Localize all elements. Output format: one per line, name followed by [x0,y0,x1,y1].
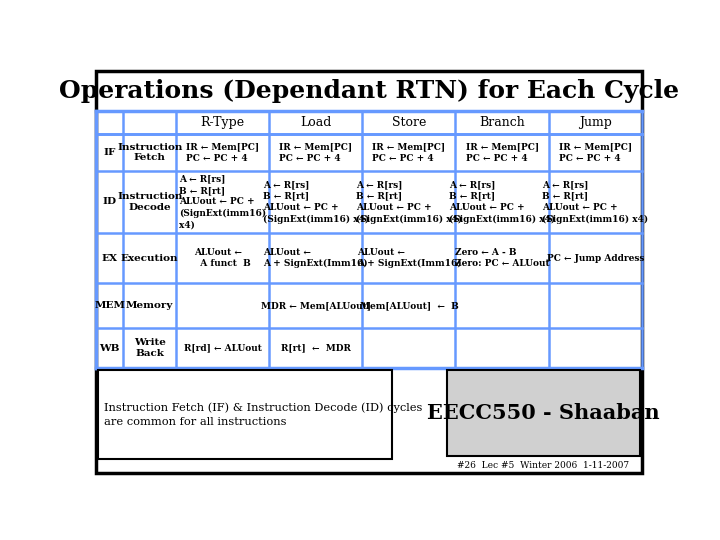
Text: A ← R[rs]
B ← R[rt]
ALUout ← PC +
(SignExt(imm16) x4): A ← R[rs] B ← R[rt] ALUout ← PC + (SignE… [263,180,369,224]
Text: IF: IF [104,148,116,157]
Text: Jump: Jump [579,116,612,129]
Text: MEM: MEM [94,301,125,310]
Text: Write
Back: Write Back [134,339,166,358]
Text: EX: EX [102,254,118,262]
Text: Zero ← A - B
Zero: PC ← ALUout: Zero ← A - B Zero: PC ← ALUout [455,248,549,268]
Text: R[rd] ← ALUout: R[rd] ← ALUout [184,343,261,353]
Text: Instruction
Fetch: Instruction Fetch [117,143,182,163]
Text: ALUout ←
A + SignExt(Imm16): ALUout ← A + SignExt(Imm16) [264,248,368,268]
Text: A ← R[rs]
B ← R[rt]
ALUout ← PC +
(SignExt(imm16) x4): A ← R[rs] B ← R[rt] ALUout ← PC + (SignE… [542,180,648,224]
Text: ALUout ←
A + SignExt(Imm16): ALUout ← A + SignExt(Imm16) [356,248,462,268]
Text: MDR ← Mem[ALUout]: MDR ← Mem[ALUout] [261,301,371,310]
Text: IR ← Mem[PC]
PC ← PC + 4: IR ← Mem[PC] PC ← PC + 4 [466,143,539,163]
Text: R[rt]  ←  MDR: R[rt] ← MDR [281,343,351,353]
Text: Instruction Fetch (IF) & Instruction Decode (ID) cycles
are common for all instr: Instruction Fetch (IF) & Instruction Dec… [104,402,423,427]
Text: ID: ID [103,197,117,206]
Text: IR ← Mem[PC]
PC ← PC + 4: IR ← Mem[PC] PC ← PC + 4 [559,143,631,163]
Text: IR ← Mem[PC]
PC ← PC + 4: IR ← Mem[PC] PC ← PC + 4 [372,143,446,163]
Bar [98,370,392,459]
Text: A ← R[rs]
B ← R[rt]
ALUout ← PC +
(SignExt(imm16)
x4): A ← R[rs] B ← R[rt] ALUout ← PC + (SignE… [179,174,266,230]
Text: Execution: Execution [121,254,179,262]
Text: Operations (Dependant RTN) for Each Cycle: Operations (Dependant RTN) for Each Cycl… [59,79,679,103]
Text: Branch: Branch [480,116,525,129]
Text: Mem[ALUout]  ←  B: Mem[ALUout] ← B [359,301,459,310]
Text: PC ← Jump Address: PC ← Jump Address [546,254,644,262]
Text: Instruction
Decode: Instruction Decode [117,192,182,212]
Text: #26  Lec #5  Winter 2006  1-11-2007: #26 Lec #5 Winter 2006 1-11-2007 [457,461,629,470]
Text: R-Type: R-Type [201,116,245,129]
Text: ALUout ←
  A funct  B: ALUout ← A funct B [194,248,251,268]
Text: WB: WB [99,343,120,353]
Bar [446,370,640,456]
Text: A ← R[rs]
B ← R[rt]
ALUout ← PC +
(SignExt(imm16) x4): A ← R[rs] B ← R[rt] ALUout ← PC + (SignE… [356,180,462,224]
Text: Memory: Memory [126,301,174,310]
Text: IR ← Mem[PC]
PC ← PC + 4: IR ← Mem[PC] PC ← PC + 4 [279,143,352,163]
Text: EECC550 - Shaaban: EECC550 - Shaaban [427,403,660,423]
Text: Store: Store [392,116,426,129]
Text: A ← R[rs]
B ← R[rt]
ALUout ← PC +
(SignExt(imm16) x4): A ← R[rs] B ← R[rt] ALUout ← PC + (SignE… [449,180,555,224]
Text: Load: Load [300,116,331,129]
Text: IR ← Mem[PC]
PC ← PC + 4: IR ← Mem[PC] PC ← PC + 4 [186,143,259,163]
